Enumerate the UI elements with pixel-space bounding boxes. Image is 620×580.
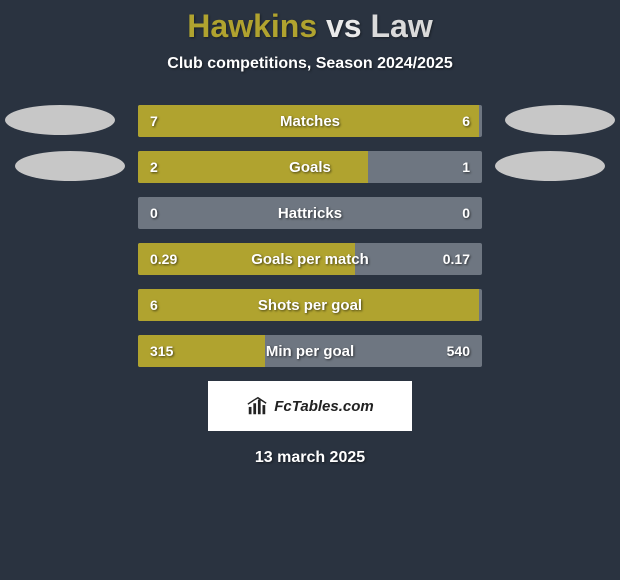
comparison-title: Hawkins vs Law xyxy=(0,0,620,45)
stat-label: Goals xyxy=(138,151,482,183)
stat-label: Goals per match xyxy=(138,243,482,275)
stat-row: 76Matches xyxy=(138,105,482,137)
stat-label: Hattricks xyxy=(138,197,482,229)
stat-label: Min per goal xyxy=(138,335,482,367)
stat-row: 0.290.17Goals per match xyxy=(138,243,482,275)
stat-row: 315540Min per goal xyxy=(138,335,482,367)
chart-area: 76Matches 21Goals 00Hattricks 0.290.17Goals… xyxy=(0,105,620,367)
player1-badge-bottom xyxy=(15,151,125,181)
player1-badge-top xyxy=(5,105,115,135)
stat-row: 00Hattricks xyxy=(138,197,482,229)
date: 13 march 2025 xyxy=(0,449,620,467)
player1-name: Hawkins xyxy=(187,8,317,44)
player2-badge-top xyxy=(505,105,615,135)
player2-badge-bottom xyxy=(495,151,605,181)
stat-label: Matches xyxy=(138,105,482,137)
brand-text: FcTables.com xyxy=(274,398,373,415)
subtitle: Club competitions, Season 2024/2025 xyxy=(0,55,620,73)
player2-name: Law xyxy=(370,8,432,44)
stat-bars: 76Matches 21Goals 00Hattricks 0.290.17Goals… xyxy=(138,105,482,367)
stat-label: Shots per goal xyxy=(138,289,482,321)
stat-row: 21Goals xyxy=(138,151,482,183)
brand-box[interactable]: FcTables.com xyxy=(208,381,412,431)
chart-icon xyxy=(246,395,268,417)
stat-row: 6Shots per goal xyxy=(138,289,482,321)
vs-text: vs xyxy=(326,8,362,44)
